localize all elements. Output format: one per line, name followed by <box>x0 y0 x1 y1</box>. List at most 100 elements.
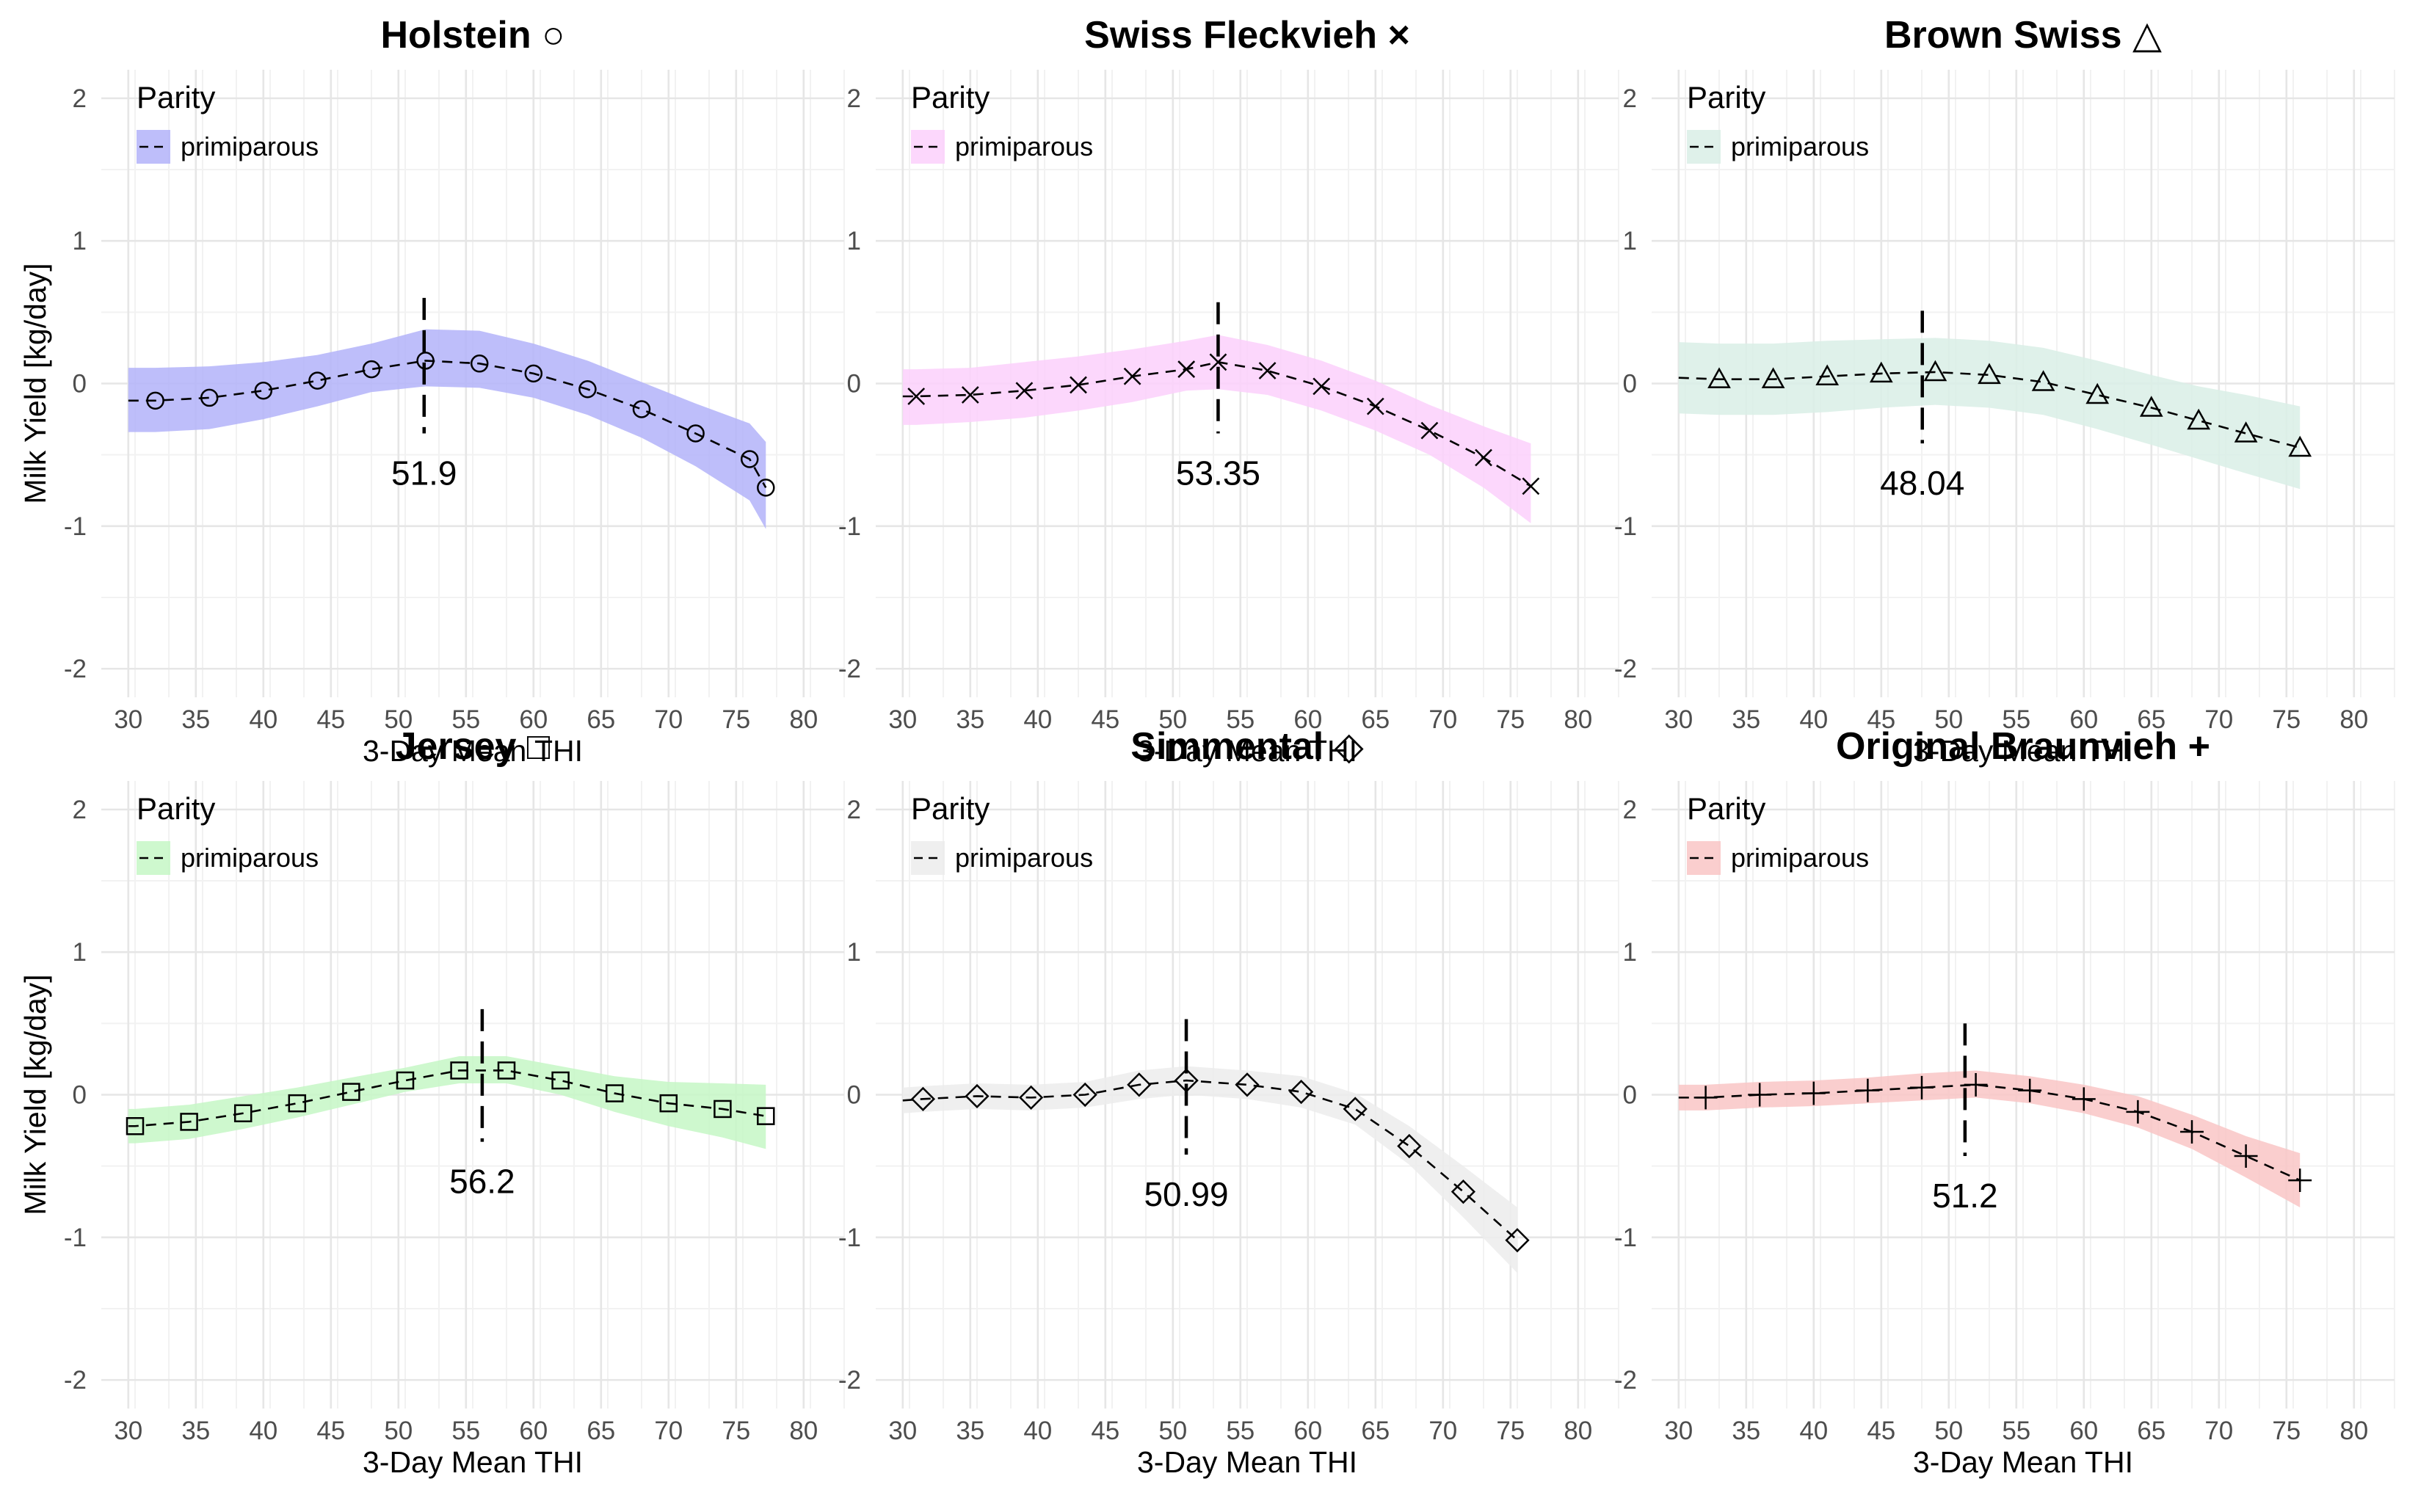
x-tick-label: 35 <box>181 1417 210 1445</box>
marker-triangle <box>1923 360 1947 382</box>
marker-plus <box>1964 1072 1988 1097</box>
marker-diamond <box>965 1083 990 1109</box>
marker-plus <box>1910 1075 1934 1100</box>
marker-plus <box>2072 1087 2096 1111</box>
marker-square <box>180 1113 198 1131</box>
x-tick-label: 45 <box>316 705 345 734</box>
legend-label: primiparous <box>1731 131 1869 161</box>
marker-square <box>714 1100 732 1119</box>
threshold-label: 53.35 <box>1176 454 1260 493</box>
marker-square <box>551 1071 570 1090</box>
x-tick-label: 45 <box>316 1417 345 1445</box>
marker-plus <box>1693 1086 1718 1110</box>
chart-panel-holstein: 30 35 40 45 50 55 60 65 70 75 80 -2 -1 0 1 2 3-Day Mean … <box>18 14 845 768</box>
x-tick-label: 30 <box>114 705 142 734</box>
marker-plus <box>2234 1144 2258 1168</box>
y-tick-label: 0 <box>847 1081 861 1110</box>
marker-square <box>126 1117 145 1135</box>
marker-circle <box>254 381 273 400</box>
x-tick-label: 40 <box>1799 1417 1828 1445</box>
y-tick-label: 2 <box>847 84 861 113</box>
x-tick-label: 45 <box>1091 705 1119 734</box>
y-tick-label: -1 <box>1614 512 1637 541</box>
legend-label: primiparous <box>181 131 319 161</box>
x-axis-label: 3-Day Mean THI <box>1913 1445 2133 1479</box>
x-tick-label: 75 <box>1496 1417 1525 1445</box>
marker-circle <box>757 479 775 497</box>
marker-plus <box>2018 1078 2042 1102</box>
x-tick-label: 75 <box>722 1417 750 1445</box>
x-tick-label: 40 <box>249 705 277 734</box>
y-tick-label: 0 <box>73 370 87 399</box>
marker-square <box>233 1104 253 1123</box>
x-tick-label: 40 <box>1799 705 1828 734</box>
x-tick-label: 45 <box>1091 1417 1119 1445</box>
marker-triangle <box>2031 370 2055 391</box>
y-tick-label: 2 <box>1623 84 1637 113</box>
x-tick-label: 55 <box>451 1417 480 1445</box>
y-axis-label: Milk Yield [kg/day] <box>18 263 52 504</box>
x-tick-label: 55 <box>2002 1417 2030 1445</box>
marker-square <box>396 1071 415 1090</box>
marker-triangle <box>1815 364 1840 386</box>
x-tick-label: 40 <box>1023 1417 1052 1445</box>
marker-triangle <box>2234 421 2258 443</box>
y-tick-label: 1 <box>1623 227 1637 255</box>
legend-label: primiparous <box>955 131 1093 161</box>
confidence-band <box>902 1066 1517 1273</box>
marker-triangle <box>2085 382 2110 404</box>
chart-panel-brown-swiss: 30 35 40 45 50 55 60 65 70 75 80 -2 -1 0 1 2 3-Day Mean … <box>1614 14 2395 768</box>
marker-x <box>1475 448 1492 467</box>
x-tick-label: 80 <box>1564 1417 1592 1445</box>
marker-plus <box>2126 1100 2150 1124</box>
marker-square <box>288 1094 307 1113</box>
x-tick-label: 60 <box>2069 1417 2098 1445</box>
legend-label: primiparous <box>955 843 1093 873</box>
marker-square <box>757 1107 775 1125</box>
x-tick-label: 50 <box>1158 1417 1187 1445</box>
y-tick-label: 1 <box>847 227 861 255</box>
marker-circle <box>632 400 651 418</box>
y-tick-label: 0 <box>1623 1081 1637 1110</box>
x-tick-label: 60 <box>519 1417 548 1445</box>
x-tick-label: 80 <box>1564 705 1592 734</box>
y-tick-label: 0 <box>73 1081 87 1110</box>
marker-square <box>659 1094 678 1113</box>
panel-title: Original Braunvieh + <box>1836 725 2210 768</box>
y-tick-label: -2 <box>1614 655 1637 683</box>
marker-x <box>1123 367 1141 385</box>
marker-square <box>497 1061 516 1080</box>
confidence-band <box>128 329 766 529</box>
x-tick-label: 45 <box>1867 1417 1895 1445</box>
marker-circle <box>740 450 759 468</box>
y-tick-label: 2 <box>73 796 87 824</box>
x-tick-label: 70 <box>654 705 683 734</box>
marker-diamond <box>1235 1072 1260 1097</box>
x-axis-label: 3-Day Mean THI <box>1913 734 2133 768</box>
y-tick-label: -1 <box>64 512 87 541</box>
threshold-label: 56.2 <box>449 1163 515 1201</box>
series-line <box>1678 371 2301 449</box>
x-tick-label: 70 <box>654 1417 683 1445</box>
threshold-label: 51.9 <box>391 454 457 493</box>
x-axis-label: 3-Day Mean THI <box>363 734 583 768</box>
x-tick-label: 65 <box>1361 705 1390 734</box>
marker-plus <box>2288 1168 2312 1193</box>
x-tick-label: 40 <box>1023 705 1052 734</box>
y-tick-label: -1 <box>64 1224 87 1252</box>
panel-title: Holstein ○ <box>381 14 565 57</box>
x-tick-label: 70 <box>2204 1417 2233 1445</box>
marker-circle <box>146 391 164 410</box>
threshold-label: 51.2 <box>1932 1177 1998 1215</box>
x-tick-label: 50 <box>1158 705 1187 734</box>
marker-x <box>1258 362 1277 379</box>
x-tick-label: 30 <box>1664 705 1693 734</box>
x-tick-label: 65 <box>2137 705 2165 734</box>
x-tick-label: 50 <box>1934 705 1963 734</box>
x-tick-label: 35 <box>181 705 210 734</box>
x-tick-label: 30 <box>888 705 917 734</box>
marker-diamond <box>1397 1133 1422 1159</box>
marker-triangle <box>2187 408 2211 430</box>
x-tick-label: 75 <box>1496 705 1525 734</box>
x-tick-label: 55 <box>451 705 480 734</box>
